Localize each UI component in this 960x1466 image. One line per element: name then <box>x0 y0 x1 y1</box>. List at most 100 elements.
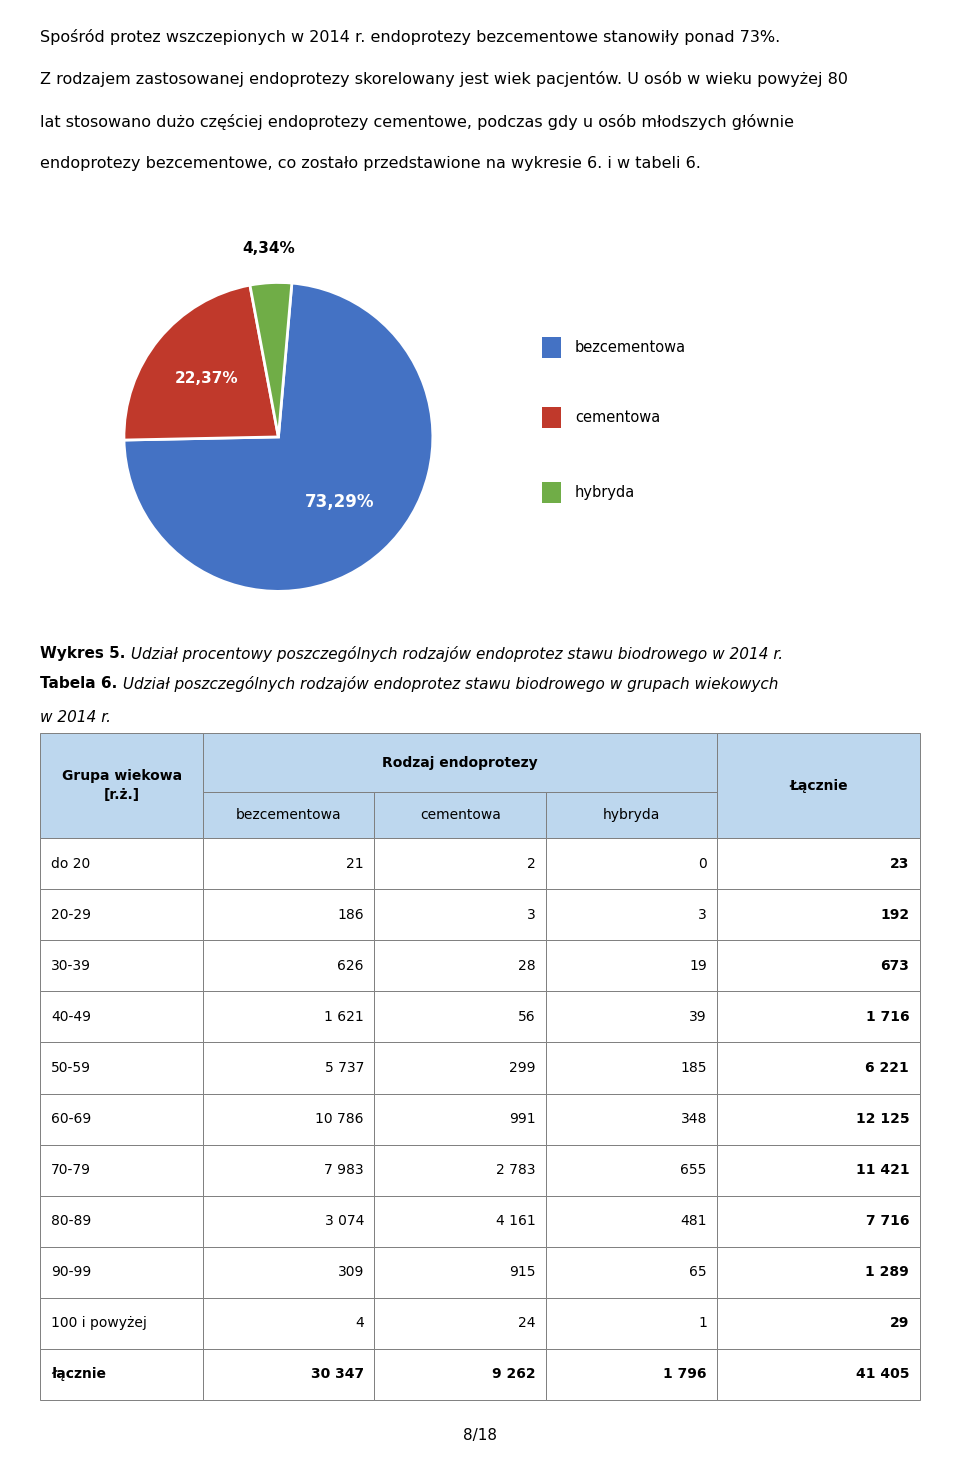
Text: 348: 348 <box>681 1113 707 1126</box>
Text: 915: 915 <box>509 1265 536 1280</box>
Bar <box>374 792 546 839</box>
Bar <box>40 991 203 1042</box>
Text: Udział procentowy poszczególnych rodzajów endoprotez stawu biodrowego w 2014 r.: Udział procentowy poszczególnych rodzajó… <box>126 647 782 661</box>
Text: 4: 4 <box>355 1316 364 1331</box>
Bar <box>374 1246 546 1297</box>
Bar <box>203 1196 374 1246</box>
Text: cementowa: cementowa <box>420 808 501 822</box>
Text: Grupa wiekowa
[r.ż.]: Grupa wiekowa [r.ż.] <box>61 770 181 802</box>
Text: hybryda: hybryda <box>575 485 636 500</box>
Text: 1 716: 1 716 <box>866 1010 909 1023</box>
Text: 19: 19 <box>689 959 707 973</box>
Bar <box>374 1145 546 1196</box>
Text: Spośród protez wszczepionych w 2014 r. endoprotezy bezcementowe stanowiły ponad : Spośród protez wszczepionych w 2014 r. e… <box>40 29 780 45</box>
Bar <box>40 1246 203 1297</box>
Text: 28: 28 <box>517 959 536 973</box>
Text: 7 716: 7 716 <box>866 1214 909 1229</box>
Text: 192: 192 <box>880 907 909 922</box>
Bar <box>717 940 920 991</box>
Bar <box>203 1246 374 1297</box>
Text: 90-99: 90-99 <box>51 1265 91 1280</box>
Bar <box>374 890 546 940</box>
Text: 7 983: 7 983 <box>324 1163 364 1177</box>
Text: 626: 626 <box>337 959 364 973</box>
Bar <box>717 991 920 1042</box>
Bar <box>717 1349 920 1400</box>
Bar <box>546 839 717 890</box>
Text: 9 262: 9 262 <box>492 1368 536 1381</box>
Text: endoprotezy bezcementowe, co zostało przedstawione na wykresie 6. i w tabeli 6.: endoprotezy bezcementowe, co zostało prz… <box>40 155 701 170</box>
Bar <box>546 1094 717 1145</box>
Text: 1: 1 <box>698 1316 707 1331</box>
Bar <box>203 890 374 940</box>
Bar <box>203 792 374 839</box>
Text: 0: 0 <box>698 856 707 871</box>
Text: 29: 29 <box>890 1316 909 1331</box>
Text: Łącznie: Łącznie <box>789 778 848 793</box>
Bar <box>374 1297 546 1349</box>
Text: bezcementowa: bezcementowa <box>575 340 686 355</box>
Text: Wykres 5.: Wykres 5. <box>40 647 126 661</box>
Bar <box>717 733 920 839</box>
Bar <box>546 1145 717 1196</box>
Bar <box>546 1246 717 1297</box>
Bar <box>40 1094 203 1145</box>
Text: 991: 991 <box>509 1113 536 1126</box>
Text: 2 783: 2 783 <box>496 1163 536 1177</box>
Text: 8/18: 8/18 <box>463 1428 497 1444</box>
Bar <box>203 733 717 792</box>
Bar <box>717 839 920 890</box>
Text: Z rodzajem zastosowanej endoprotezy skorelowany jest wiek pacjentów. U osób w wi: Z rodzajem zastosowanej endoprotezy skor… <box>40 72 849 88</box>
Text: 1 796: 1 796 <box>663 1368 707 1381</box>
Bar <box>203 839 374 890</box>
Bar <box>374 991 546 1042</box>
Bar <box>374 839 546 890</box>
Text: 40-49: 40-49 <box>51 1010 91 1023</box>
Text: 23: 23 <box>890 856 909 871</box>
Bar <box>546 940 717 991</box>
Bar <box>40 733 203 839</box>
Bar <box>717 1094 920 1145</box>
Text: 30-39: 30-39 <box>51 959 91 973</box>
Bar <box>542 482 561 503</box>
Bar <box>546 792 717 839</box>
Bar <box>546 1042 717 1094</box>
Text: 481: 481 <box>681 1214 707 1229</box>
Wedge shape <box>124 283 433 591</box>
Text: bezcementowa: bezcementowa <box>236 808 342 822</box>
Text: 12 125: 12 125 <box>855 1113 909 1126</box>
Bar <box>40 890 203 940</box>
Bar <box>203 991 374 1042</box>
Text: 21: 21 <box>347 856 364 871</box>
Bar <box>374 1042 546 1094</box>
Text: łącznie: łącznie <box>51 1368 106 1381</box>
Text: 186: 186 <box>337 907 364 922</box>
Text: 80-89: 80-89 <box>51 1214 91 1229</box>
Bar <box>203 1297 374 1349</box>
Text: 4 161: 4 161 <box>495 1214 536 1229</box>
Text: 673: 673 <box>880 959 909 973</box>
Bar <box>374 1196 546 1246</box>
Text: 100 i powyżej: 100 i powyżej <box>51 1316 147 1331</box>
Text: hybryda: hybryda <box>603 808 660 822</box>
Text: 3: 3 <box>698 907 707 922</box>
Text: 3: 3 <box>527 907 536 922</box>
Text: 22,37%: 22,37% <box>175 371 238 386</box>
Bar <box>203 940 374 991</box>
Bar <box>546 1297 717 1349</box>
Bar <box>40 1042 203 1094</box>
Bar <box>40 1145 203 1196</box>
Text: 20-29: 20-29 <box>51 907 91 922</box>
Bar <box>40 1349 203 1400</box>
Wedge shape <box>124 284 278 440</box>
Text: Udział poszczególnych rodzajów endoprotez stawu biodrowego w grupach wiekowych: Udział poszczególnych rodzajów endoprote… <box>117 676 778 692</box>
Text: 41 405: 41 405 <box>855 1368 909 1381</box>
Bar <box>40 1196 203 1246</box>
Bar <box>374 1094 546 1145</box>
Bar <box>374 1349 546 1400</box>
Text: w 2014 r.: w 2014 r. <box>40 710 111 724</box>
Text: 2: 2 <box>527 856 536 871</box>
Text: 3 074: 3 074 <box>324 1214 364 1229</box>
Bar <box>546 1196 717 1246</box>
Text: 30 347: 30 347 <box>311 1368 364 1381</box>
